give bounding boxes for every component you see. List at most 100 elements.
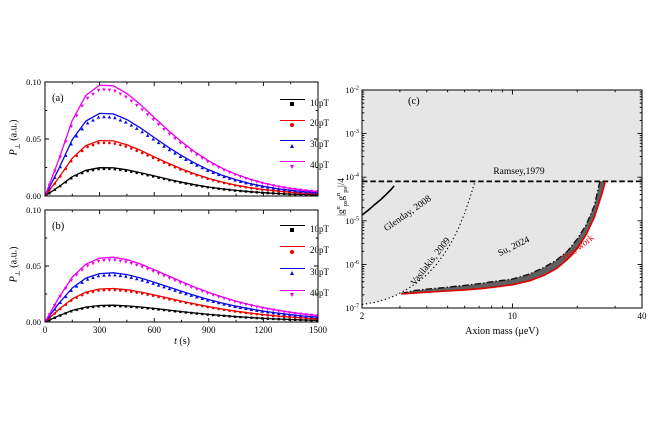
figure-shape [58,155,63,159]
figure-shape [53,312,57,315]
figure-shape [74,114,79,118]
figure-shape [102,288,106,292]
figure-shape [58,175,62,178]
figure-shape [293,318,297,321]
figure-shape [80,104,84,108]
figure-shape [216,295,221,299]
figure-shape [162,177,166,181]
figure-shape [194,163,199,167]
figure-shape [217,180,220,183]
panel-a-ylabel: P⊥ (a.u.) [8,98,22,178]
ytick-label: 0.10 [26,205,41,215]
figure-shape [124,289,128,293]
figure-shape [124,169,128,172]
legend-line-sample [279,289,305,291]
figure-shape [102,115,106,119]
ytick-label: 10-5 [345,215,359,226]
figure-shape [145,267,150,271]
figure-shape [173,299,177,302]
figure-shape [310,319,313,322]
figure-shape [173,180,177,183]
figure-shape [265,310,270,314]
figure-shape [255,305,259,309]
figure-shape [53,169,57,173]
figure-shape [157,308,160,311]
time-axis-label: t (s) [174,336,190,347]
panel-c-letter: (c) [408,96,420,107]
figure-shape [287,313,292,317]
figure-shape [255,191,259,194]
figure-shape [85,96,90,100]
figure-shape [282,190,286,194]
figure-shape [75,308,78,312]
figure-shape [118,118,123,122]
figure-shape [233,304,237,308]
figure-shape [168,178,171,182]
figure-shape [200,166,205,170]
figure-shape [146,154,149,157]
figure-shape [69,124,74,129]
figure-shape [58,307,62,311]
legend-marker-triangle-up-icon [290,143,294,148]
figure-shape [47,183,52,187]
p-unit: (a.u.) [8,246,20,271]
figure-shape [91,143,95,147]
figure-shape [217,187,220,190]
figure-shape [239,185,242,188]
legend-label: 30pT [310,139,329,150]
legend-marker-triangle-down-icon [290,293,294,298]
figure-shape [265,307,270,311]
figure-shape [91,262,95,266]
figure-shape [255,183,259,187]
xtick-label: 300 [93,325,107,335]
figure-shape [200,289,205,294]
figure-shape [118,259,123,263]
figure-shape [107,273,112,277]
p-symbol: P [8,276,20,283]
legend-key [279,119,305,127]
figure-shape [146,307,149,310]
figure-shape [91,305,95,309]
figure-shape [309,313,314,318]
figure-shape [80,307,84,310]
figure-shape [48,318,51,322]
figure-shape [135,149,139,152]
figure-shape [261,313,264,317]
figure-shape [211,163,215,167]
figure-shape [227,298,232,302]
figure-shape [211,186,215,190]
ytick-label: 0.05 [26,261,41,271]
figure-shape [58,165,63,169]
figure-shape [184,283,188,287]
figure-shape [151,175,155,178]
coupling-open: |g [336,209,346,216]
p-symbol: P [8,149,20,156]
xtick-label: 40 [638,311,648,321]
figure-shape [97,141,100,145]
panel-b-letter: (b) [52,221,65,232]
figure-shape [134,263,139,267]
figure-shape [113,142,117,145]
legend-key [279,289,305,298]
legend-marker-square-icon [290,228,294,233]
figure-shape [129,123,134,127]
coupling-sub-2: ps [341,186,349,193]
figure-shape [189,149,194,153]
figure-shape [118,92,123,96]
figure-shape [167,148,172,152]
figure-shape [129,99,134,103]
figure-shape [156,123,161,127]
figure-shape [63,153,68,157]
figure-shape [145,280,150,284]
figure-shape [162,308,166,312]
figure-shape [206,186,209,189]
figure-shape [97,305,100,308]
figure-shape [255,312,259,316]
figure-shape [167,276,172,280]
figure-shape [135,291,139,294]
figure-shape [130,305,133,309]
legend-marker-triangle-down-icon [290,164,294,169]
legend-entry-10pT: 10pT [279,95,329,110]
figure-shape [58,295,63,299]
